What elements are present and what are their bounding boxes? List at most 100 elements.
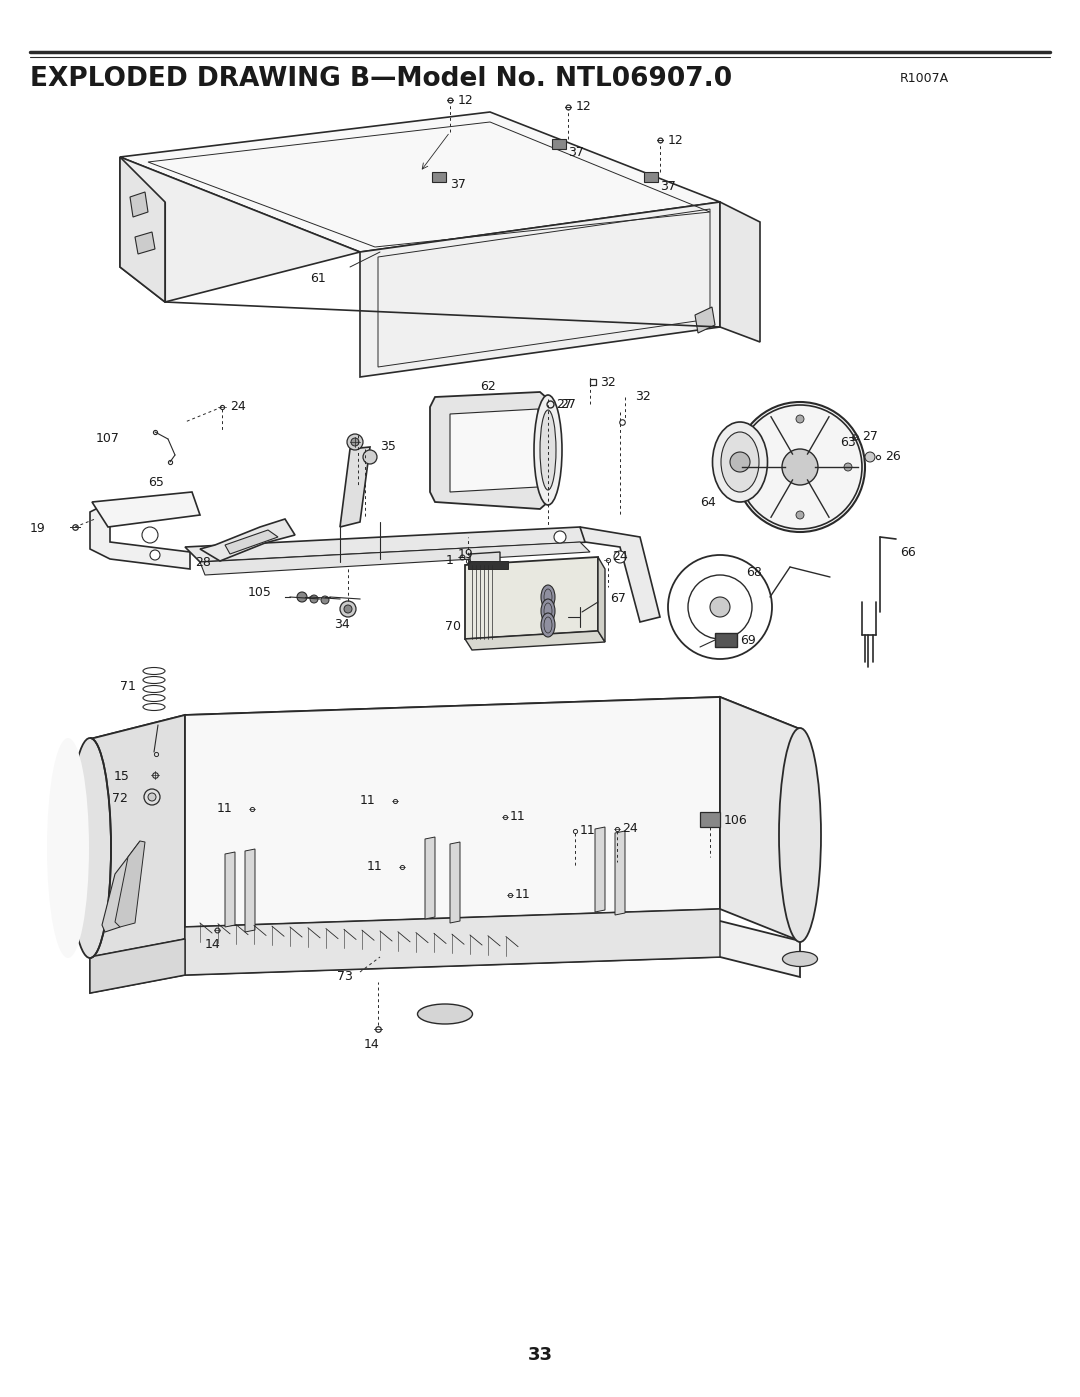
Circle shape (748, 462, 756, 471)
Polygon shape (595, 827, 605, 912)
Text: 15: 15 (114, 771, 130, 784)
FancyBboxPatch shape (432, 172, 446, 182)
Polygon shape (200, 520, 295, 562)
Polygon shape (450, 409, 538, 492)
Text: 24: 24 (612, 550, 627, 563)
Text: 24: 24 (622, 823, 638, 835)
Polygon shape (90, 715, 185, 967)
Polygon shape (120, 156, 165, 302)
Polygon shape (430, 393, 548, 509)
Polygon shape (225, 852, 235, 928)
Ellipse shape (540, 409, 556, 490)
Circle shape (615, 550, 626, 563)
Polygon shape (615, 831, 625, 915)
Text: 37: 37 (660, 179, 676, 193)
Text: 65: 65 (148, 475, 164, 489)
Text: 37: 37 (450, 179, 465, 191)
Polygon shape (120, 112, 720, 251)
Polygon shape (200, 542, 590, 576)
Ellipse shape (735, 402, 865, 532)
Polygon shape (90, 697, 800, 761)
Text: 34: 34 (334, 619, 350, 631)
Text: 61: 61 (310, 272, 326, 285)
Polygon shape (720, 203, 760, 342)
Circle shape (730, 453, 750, 472)
Text: 35: 35 (380, 440, 396, 454)
Circle shape (865, 453, 875, 462)
Polygon shape (696, 307, 715, 332)
Circle shape (321, 597, 329, 604)
Ellipse shape (534, 395, 562, 504)
Text: 14: 14 (205, 939, 220, 951)
FancyBboxPatch shape (700, 812, 720, 827)
Text: 12: 12 (576, 101, 592, 113)
Ellipse shape (541, 585, 555, 609)
Text: 106: 106 (724, 813, 747, 827)
Circle shape (351, 439, 359, 446)
Text: 12: 12 (669, 134, 684, 147)
Polygon shape (465, 557, 598, 638)
Ellipse shape (541, 599, 555, 623)
Text: 11: 11 (515, 888, 530, 901)
Polygon shape (130, 191, 148, 217)
Text: 72: 72 (112, 792, 129, 806)
Text: 66: 66 (900, 545, 916, 559)
Text: 37: 37 (568, 147, 584, 159)
Polygon shape (90, 921, 800, 993)
Text: 107: 107 (96, 433, 120, 446)
FancyBboxPatch shape (468, 562, 508, 569)
Ellipse shape (783, 951, 818, 967)
FancyBboxPatch shape (644, 172, 658, 182)
Ellipse shape (713, 422, 768, 502)
Circle shape (363, 450, 377, 464)
Text: 69: 69 (740, 634, 756, 647)
Polygon shape (92, 492, 200, 527)
Polygon shape (426, 837, 435, 919)
Polygon shape (185, 527, 590, 562)
Polygon shape (135, 232, 156, 254)
Circle shape (340, 601, 356, 617)
Ellipse shape (418, 1004, 473, 1024)
Polygon shape (102, 841, 140, 932)
Circle shape (150, 550, 160, 560)
Text: 67: 67 (610, 592, 626, 605)
Text: 14: 14 (364, 1038, 380, 1052)
Text: 64: 64 (700, 496, 716, 509)
Polygon shape (120, 156, 360, 302)
Text: 68: 68 (746, 566, 761, 578)
FancyBboxPatch shape (552, 138, 566, 149)
Circle shape (345, 605, 352, 613)
Polygon shape (470, 552, 500, 597)
Text: 62: 62 (481, 380, 496, 394)
Text: 11: 11 (216, 802, 232, 816)
Text: 105: 105 (248, 585, 272, 598)
Text: 28: 28 (195, 556, 211, 569)
Circle shape (347, 434, 363, 450)
Polygon shape (340, 447, 370, 527)
FancyBboxPatch shape (715, 633, 737, 647)
Polygon shape (580, 527, 660, 622)
Polygon shape (720, 697, 800, 942)
Polygon shape (114, 841, 145, 928)
Circle shape (554, 531, 566, 543)
Text: 32: 32 (600, 376, 616, 388)
Circle shape (843, 462, 852, 471)
Polygon shape (465, 631, 605, 650)
Polygon shape (185, 697, 720, 928)
Ellipse shape (48, 738, 89, 958)
Circle shape (782, 448, 818, 485)
Text: 19: 19 (29, 522, 45, 535)
Text: 1: 1 (446, 555, 454, 567)
Ellipse shape (541, 613, 555, 637)
Polygon shape (90, 502, 190, 569)
Text: 32: 32 (635, 391, 651, 404)
Text: EXPLODED DRAWING B—Model No. NTL06907.0: EXPLODED DRAWING B—Model No. NTL06907.0 (30, 66, 732, 92)
Text: 27: 27 (862, 430, 878, 443)
Circle shape (310, 595, 318, 604)
Text: 27: 27 (561, 398, 576, 411)
Text: 12: 12 (458, 94, 474, 106)
Circle shape (710, 597, 730, 617)
Circle shape (148, 793, 156, 800)
Polygon shape (185, 909, 720, 975)
Circle shape (297, 592, 307, 602)
